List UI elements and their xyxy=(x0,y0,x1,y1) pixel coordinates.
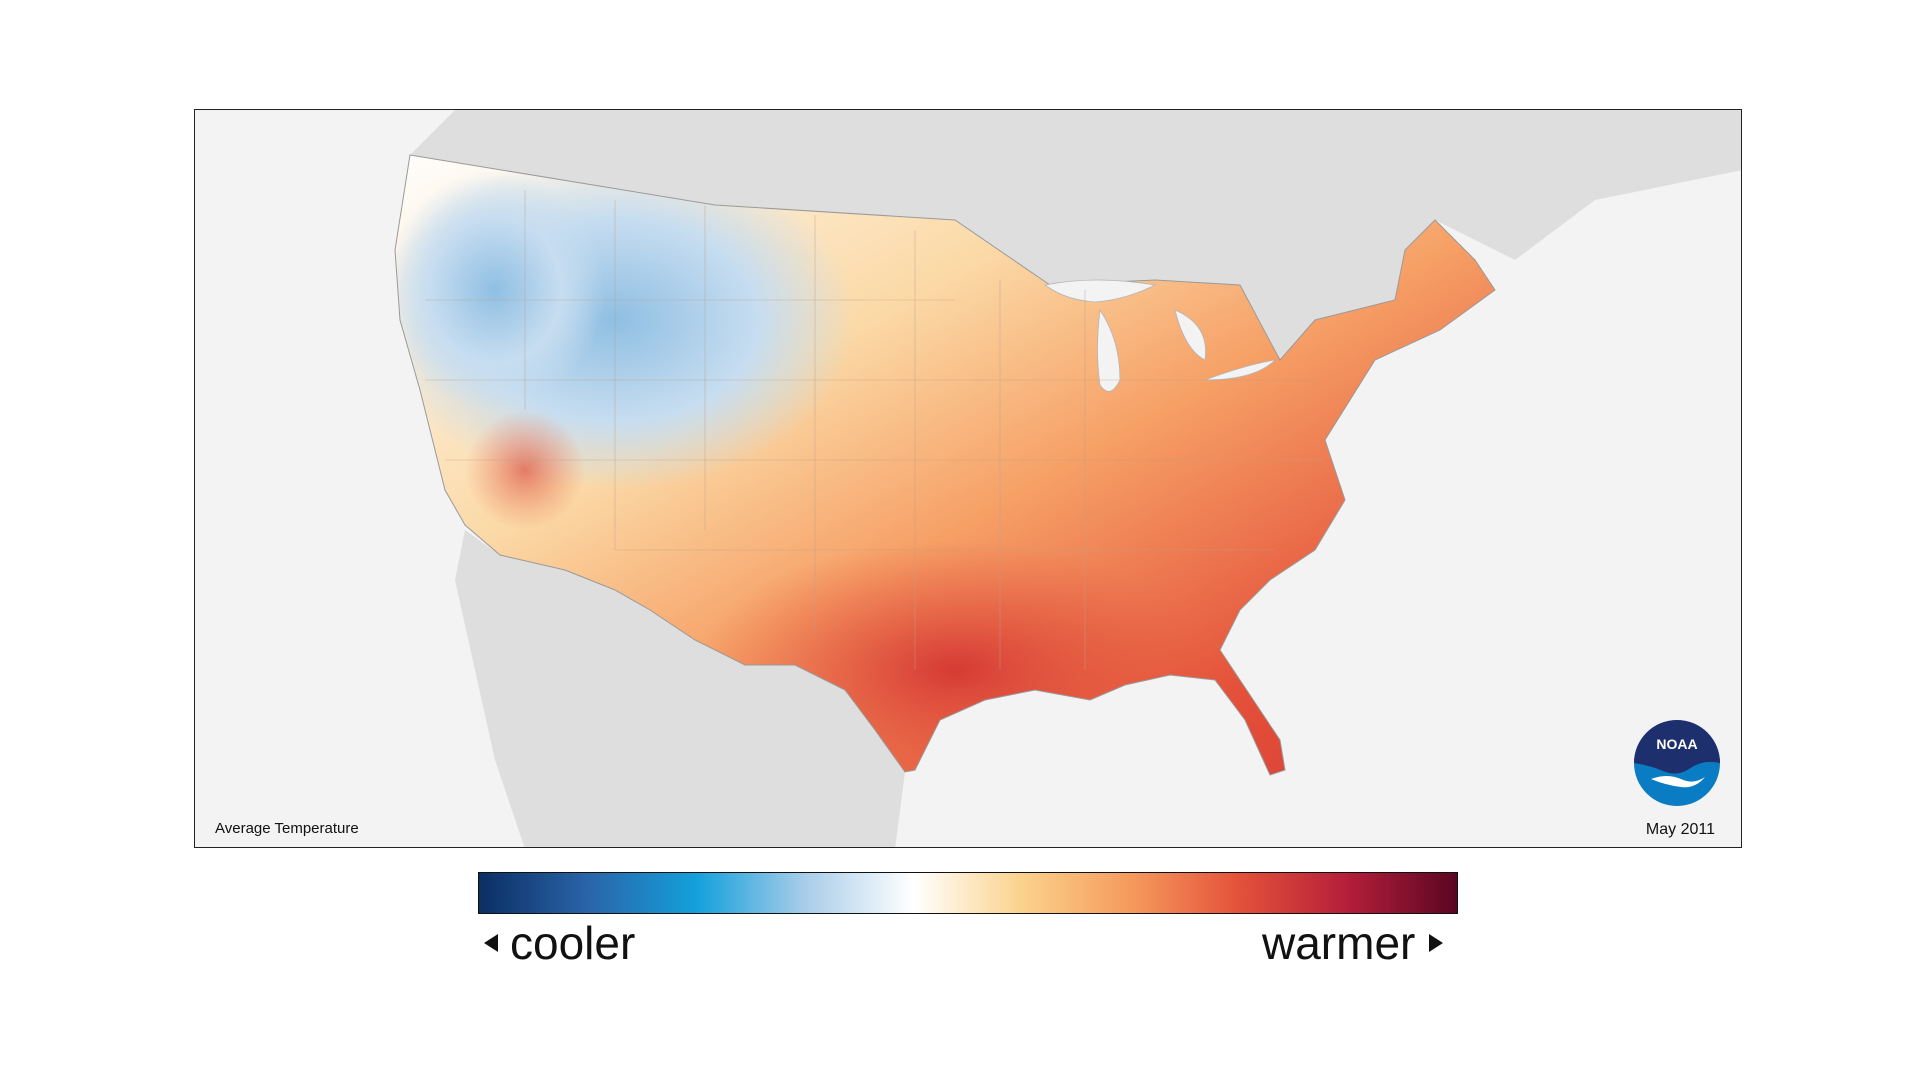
temperature-colorbar xyxy=(478,872,1458,914)
map-title: Average Temperature xyxy=(215,820,359,837)
noaa-logo: NOAA xyxy=(1633,719,1721,807)
temperature-map xyxy=(394,110,1741,847)
canada-landmass xyxy=(410,110,1741,360)
cool-anomaly-northwest xyxy=(395,170,605,410)
right-arrow-icon xyxy=(1429,933,1444,952)
warmer-label: warmer xyxy=(1262,917,1416,969)
left-arrow-icon xyxy=(484,933,498,952)
lake-huron xyxy=(1174,309,1207,361)
us-border xyxy=(394,154,1496,776)
svg-text:NOAA: NOAA xyxy=(1656,736,1697,752)
map-date: May 2011 xyxy=(1645,821,1715,838)
state-boundaries xyxy=(425,190,1325,670)
cooler-label: cooler xyxy=(510,917,636,969)
warmer-legend: warmer xyxy=(1262,916,1444,970)
map-panel: NOAA Average Temperature May 2011 xyxy=(194,109,1742,848)
warm-anomaly-southwest xyxy=(465,410,585,530)
lake-michigan xyxy=(1097,308,1121,392)
lake-superior xyxy=(1044,279,1157,303)
mexico-landmass xyxy=(455,530,905,847)
cooler-legend: cooler xyxy=(484,916,635,970)
lake-erie xyxy=(1204,359,1277,381)
